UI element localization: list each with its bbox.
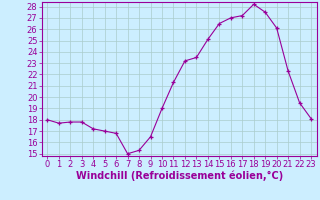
X-axis label: Windchill (Refroidissement éolien,°C): Windchill (Refroidissement éolien,°C) xyxy=(76,171,283,181)
